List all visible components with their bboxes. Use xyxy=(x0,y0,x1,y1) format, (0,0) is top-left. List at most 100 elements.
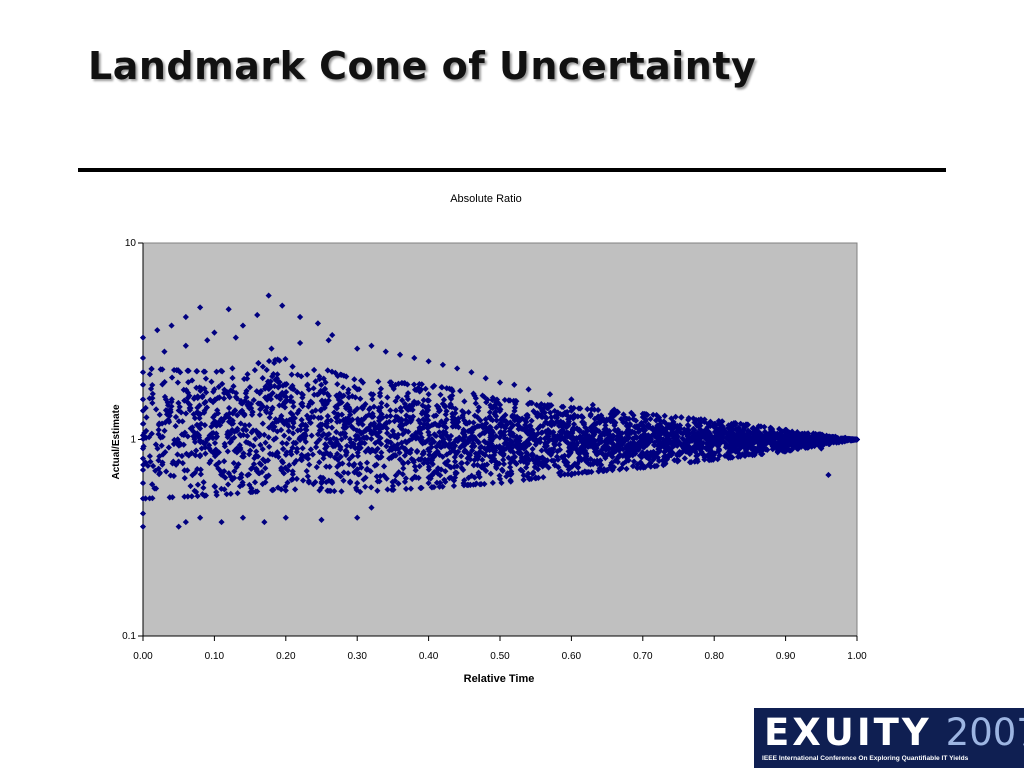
data-point xyxy=(673,429,680,436)
data-point xyxy=(451,463,458,470)
data-point xyxy=(508,468,515,475)
data-point xyxy=(293,475,300,482)
data-point xyxy=(402,447,409,454)
data-point xyxy=(172,413,180,421)
data-point xyxy=(417,386,425,393)
data-point xyxy=(174,451,181,458)
data-point xyxy=(544,457,551,464)
data-point xyxy=(284,467,291,474)
data-point xyxy=(529,450,536,458)
data-point xyxy=(322,441,329,448)
data-point xyxy=(560,411,567,418)
data-point xyxy=(614,433,621,440)
data-point xyxy=(517,466,524,473)
data-point xyxy=(194,466,201,473)
data-point xyxy=(615,453,622,460)
data-point xyxy=(175,399,182,407)
data-point xyxy=(396,456,404,463)
data-point xyxy=(585,468,592,476)
data-point xyxy=(441,402,449,409)
data-point xyxy=(564,459,571,466)
data-point xyxy=(238,474,245,481)
data-point xyxy=(369,396,376,403)
data-point xyxy=(636,452,644,459)
data-point xyxy=(377,434,384,442)
data-point xyxy=(254,311,261,319)
data-point xyxy=(227,473,235,480)
data-point xyxy=(471,392,478,399)
data-point xyxy=(229,420,237,427)
data-point xyxy=(842,434,849,441)
data-point xyxy=(234,490,241,497)
data-point xyxy=(312,378,319,385)
data-point xyxy=(451,453,458,461)
data-point xyxy=(139,369,147,376)
data-point xyxy=(273,375,281,382)
data-point xyxy=(504,436,511,443)
data-point xyxy=(594,406,602,414)
data-point xyxy=(227,490,234,497)
data-point xyxy=(373,473,380,480)
data-point xyxy=(163,468,170,475)
data-point xyxy=(519,468,526,475)
data-point xyxy=(231,468,238,475)
data-point xyxy=(285,428,292,435)
data-point xyxy=(511,381,518,388)
data-point xyxy=(426,448,433,455)
data-point xyxy=(417,456,424,463)
data-point xyxy=(309,451,316,458)
data-point xyxy=(314,431,322,438)
data-point xyxy=(171,436,178,444)
data-point xyxy=(233,445,240,452)
data-point xyxy=(604,466,611,474)
data-point xyxy=(500,456,507,463)
data-point xyxy=(336,390,343,397)
data-point xyxy=(419,440,426,447)
data-point xyxy=(511,407,518,415)
title-divider xyxy=(78,168,946,172)
data-point xyxy=(226,410,233,417)
data-point xyxy=(650,441,658,449)
data-point xyxy=(453,436,460,443)
data-point xyxy=(340,469,347,476)
data-point xyxy=(384,486,391,493)
data-point xyxy=(520,441,527,448)
data-point xyxy=(619,452,626,460)
data-point xyxy=(716,452,723,459)
data-point xyxy=(239,479,246,486)
data-point xyxy=(213,368,220,375)
data-point xyxy=(506,397,514,404)
data-point xyxy=(640,442,647,449)
data-point xyxy=(351,461,358,468)
data-point xyxy=(398,379,406,387)
data-point xyxy=(339,430,346,437)
data-point xyxy=(334,381,341,388)
data-point xyxy=(149,462,157,470)
data-point xyxy=(259,480,266,488)
data-point xyxy=(555,434,563,441)
data-point xyxy=(256,400,263,407)
data-point xyxy=(279,382,287,389)
data-point xyxy=(711,450,718,457)
data-point xyxy=(602,454,609,462)
data-point xyxy=(205,435,212,443)
data-point xyxy=(395,446,402,453)
data-point xyxy=(246,451,253,458)
data-point xyxy=(368,446,376,453)
data-point xyxy=(451,447,458,454)
data-point xyxy=(489,435,496,443)
data-point xyxy=(507,471,515,478)
data-point xyxy=(655,457,663,464)
data-point xyxy=(605,432,613,439)
data-point xyxy=(529,470,536,478)
data-point xyxy=(785,441,792,448)
data-point xyxy=(472,450,479,457)
data-point xyxy=(547,409,554,416)
data-point xyxy=(202,450,209,457)
data-point xyxy=(610,463,618,471)
data-point xyxy=(533,454,541,461)
data-point xyxy=(705,451,712,458)
data-point xyxy=(626,443,633,450)
data-point xyxy=(681,455,688,462)
data-point xyxy=(560,403,567,410)
